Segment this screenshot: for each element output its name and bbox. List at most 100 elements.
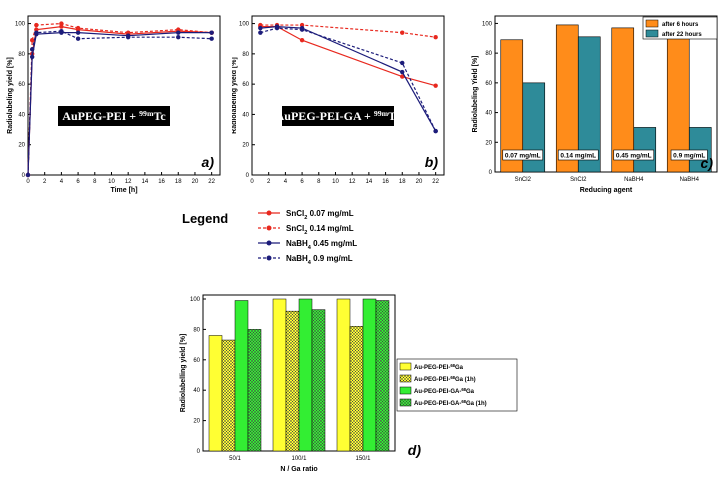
y-tick-label: 40 [18,112,25,118]
y-tick-label: 80 [485,51,492,57]
x-axis-label: N / Ga ratio [280,466,317,473]
bar [272,298,287,452]
concentration-label: 0.9 mg/mL [673,153,705,160]
x-tick-label: 16 [382,179,389,185]
data-point [176,30,181,35]
x-tick-label: 50/1 [229,456,241,462]
chart-panel-b: 0 2 4 6 8 10 12 14 16 18 20 22 0 20 40 60 80 100 Radiolabe… [232,15,445,185]
series-line [260,26,436,87]
panel-letter: a) [202,154,215,170]
bar [336,298,351,452]
y-tick-label: 60 [18,82,25,88]
x-tick-label: 6 [76,179,80,185]
y-tick-label: 0 [489,170,493,176]
bar [234,300,249,452]
y-tick-label: 100 [190,297,201,303]
y-tick-label: 40 [485,111,492,117]
panel-letter: c) [701,155,714,171]
x-tick-label: 18 [399,179,406,185]
x-tick-label: 0 [250,179,254,185]
data-point [400,60,405,66]
y-axis-label: Radiolabeling yield [%] [7,57,14,134]
data-point [29,47,35,52]
x-tick-label: 20 [192,179,199,185]
y-tick-label: 100 [482,21,493,27]
legend-marker [266,210,272,216]
legend-swatch [645,29,659,38]
y-axis-label: Radiolabelling yield [%] [180,334,187,413]
y-tick-label: 80 [242,52,249,58]
bar [375,300,390,452]
data-point [34,30,39,35]
x-tick-label: 8 [93,179,97,185]
data-point [400,74,405,79]
legend-swatch [399,374,412,383]
panel-letter: b) [425,154,439,170]
y-axis-label: Radiolabeling yield [%] [232,57,238,134]
data-point [258,30,263,35]
x-tick-label: NaBH4 [680,177,700,183]
data-point [125,35,131,40]
plot-frame [27,15,221,176]
x-tick-label: 4 [284,179,288,185]
x-tick-label: 6 [300,179,304,185]
legend-swatch [399,362,412,371]
concentration-box [670,149,708,161]
x-tick-label: 2 [43,179,47,185]
bar [285,310,300,452]
bar [221,339,236,452]
concentration-label: 0.07 mg/mL [505,153,541,160]
series-line [27,30,212,176]
concentration-box [502,149,544,161]
data-point [258,25,263,31]
x-tick-label: 10 [108,179,115,185]
bar [298,298,313,452]
plot-frame [251,15,445,176]
data-point [299,27,305,32]
y-tick-label: 0 [246,173,250,179]
data-point [258,22,263,28]
data-point [25,172,31,178]
x-axis-label: Reducing agent [580,187,633,194]
x-tick-label: 22 [432,179,439,185]
x-tick-label: 2 [267,179,271,185]
data-point [59,24,64,29]
data-point [209,36,214,41]
legend-label: after 6 hours [662,22,699,28]
bar [611,27,635,173]
y-tick-label: 0 [197,449,201,455]
plot-frame [494,15,718,173]
data-point [125,30,131,35]
series-line [27,32,212,176]
banner-label: AuPEG-PEI + 99mTc [62,109,166,124]
data-point [274,25,280,31]
legend-label: NaBH4 0.45 mg/mL [286,239,357,251]
legend-label: Au-PEG-PEI-GA-68Ga [414,387,475,396]
legend-label: after 22 hours [662,32,702,38]
y-tick-label: 20 [485,140,492,146]
x-tick-label: 0 [26,179,30,185]
bar [362,298,377,452]
x-tick-label: SnCl2 [570,177,587,183]
y-tick-label: 100 [239,22,250,28]
data-point [433,83,438,88]
data-point [59,28,64,34]
y-tick-label: 20 [242,143,249,149]
concentration-box [557,149,599,161]
chart-panel-d: 0 20 40 60 80 100 Radiolabelling yield [%] 50/1… [180,294,518,473]
bar [208,335,223,452]
x-axis-label: Time [h] [110,187,137,194]
legend-marker [266,240,272,246]
data-point [29,54,35,60]
banner-box [58,106,170,126]
bar [247,329,262,452]
x-tick-label: 22 [208,179,215,185]
series-line [27,22,212,176]
panel-letter: d) [408,442,422,458]
x-tick-label: 100/1 [291,456,307,462]
bar-legend-box [642,16,718,40]
x-tick-label: 14 [366,179,373,185]
data-point [433,35,438,40]
legend-title: Legend [182,211,228,226]
bar [577,36,601,173]
